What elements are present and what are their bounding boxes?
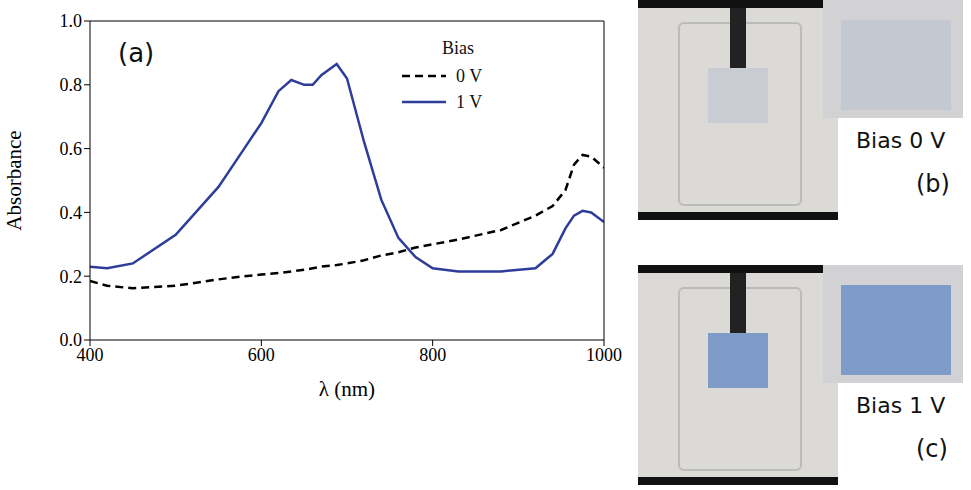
svg-text:800: 800	[419, 345, 446, 365]
html-text:Bias: Bias	[442, 38, 474, 58]
html-text:(b): (b)	[916, 170, 950, 198]
svg-text:0.0: 0.0	[60, 330, 83, 350]
html-text:0 V: 0 V	[456, 65, 483, 86]
svg-text:0.4: 0.4	[60, 203, 83, 223]
svg-text:λ (nm): λ (nm)	[319, 377, 375, 401]
svg-text:0.2: 0.2	[60, 267, 83, 287]
svg-text:Absorbance: Absorbance	[2, 130, 26, 230]
svg-text:600: 600	[248, 345, 275, 365]
html-text:(a): (a)	[118, 38, 155, 68]
svg-text:0.8: 0.8	[60, 75, 83, 95]
html-text:(c): (c)	[916, 435, 948, 463]
html-text:Bias 0 V: Bias 0 V	[856, 128, 946, 153]
svg-text:0.6: 0.6	[60, 139, 83, 159]
svg-text:400: 400	[76, 344, 104, 365]
svg-text:1000: 1000	[586, 345, 622, 365]
html-text:1 V: 1 V	[456, 91, 483, 112]
svg-text:1.0: 1.0	[60, 11, 83, 31]
html-text:Bias 1 V: Bias 1 V	[856, 393, 946, 418]
